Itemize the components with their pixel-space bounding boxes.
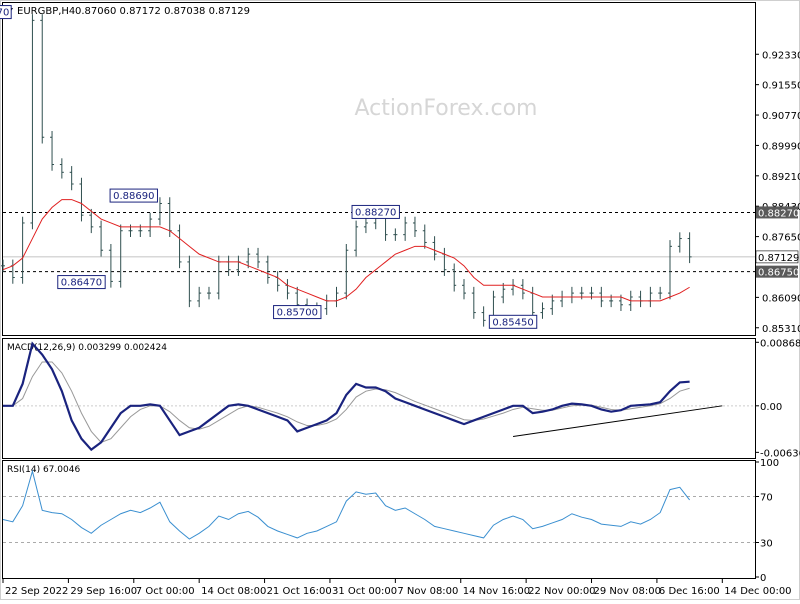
macd-y-tick-label: -0.006366 bbox=[760, 448, 800, 459]
x-tick-label: 7 Oct 00:00 bbox=[136, 586, 195, 597]
hline-price-tag bbox=[756, 265, 798, 278]
x-tick-label: 7 Nov 08:00 bbox=[397, 586, 458, 597]
price-annotation-label: 70 bbox=[0, 8, 9, 19]
rsi-title: RSI(14) 67.0046 bbox=[7, 465, 80, 475]
price-panel bbox=[2, 2, 756, 336]
rsi-y-tick-label: 30 bbox=[760, 539, 773, 550]
rsi-y-tick-label: 100 bbox=[760, 458, 779, 469]
x-tick-label: 22 Nov 00:00 bbox=[528, 586, 595, 597]
price-y-tick-label: 0.89210 bbox=[762, 172, 800, 183]
x-tick-label: 14 Dec 00:00 bbox=[724, 586, 791, 597]
x-tick-label: 31 Oct 00:00 bbox=[332, 586, 397, 597]
macd-trendline bbox=[512, 405, 723, 438]
x-tick-label: 14 Oct 08:00 bbox=[201, 586, 266, 597]
macd-title: MACD(12,26,9) 0.003299 0.002424 bbox=[7, 343, 167, 353]
current-price-label: 0.87129 bbox=[758, 253, 799, 264]
price-annotation-box bbox=[351, 204, 400, 219]
macd-y-tick-label: 0.00 bbox=[760, 402, 782, 413]
price-y-tick-label: 0.89990 bbox=[762, 141, 800, 152]
price-annotation-box bbox=[57, 275, 106, 290]
symbol-label: EURGBP,H4 bbox=[17, 6, 75, 17]
price-annotation-box bbox=[109, 188, 158, 203]
rsi-line bbox=[2, 469, 691, 540]
macd-panel bbox=[2, 338, 756, 459]
hline-price-label: 0.88270 bbox=[758, 208, 799, 219]
x-tick-label: 22 Sep 2022 bbox=[5, 586, 68, 597]
rsi-y-tick-label: 70 bbox=[760, 493, 773, 504]
x-tick-label: 14 Nov 16:00 bbox=[463, 586, 530, 597]
hline-price-label: 0.86750 bbox=[758, 268, 799, 279]
watermark: ActionForex.com bbox=[355, 96, 538, 121]
x-tick-label: 29 Sep 16:00 bbox=[70, 586, 137, 597]
price-y-tick-label: 0.90770 bbox=[762, 111, 800, 122]
rsi-panel bbox=[2, 460, 756, 579]
price-y-tick-label: 0.85310 bbox=[762, 324, 800, 335]
price-plot: 0.923300.915500.907700.899900.892100.884… bbox=[0, 5, 800, 335]
ohlc-label: 0.87060 0.87172 0.87038 0.87129 bbox=[75, 6, 250, 17]
x-tick-label: 6 Dec 16:00 bbox=[659, 586, 720, 597]
price-annotation-label: 0.86470 bbox=[61, 278, 102, 289]
x-tick-label: 21 Oct 16:00 bbox=[267, 586, 332, 597]
rsi-plot: RSI(14) 67.0046 100 70 30 0 bbox=[2, 458, 779, 584]
macd-y-tick-label: 0.008686 bbox=[760, 338, 800, 349]
price-annotation-label: 0.88690 bbox=[113, 191, 154, 202]
x-tick-label: 29 Nov 08:00 bbox=[594, 586, 661, 597]
x-axis: 22 Sep 2022 29 Sep 16:007 Oct 00:00 14 Oct… bbox=[2, 578, 792, 597]
price-annotation-box bbox=[488, 314, 538, 329]
macd-signal-line bbox=[3, 361, 690, 443]
hline-price-tag bbox=[756, 206, 798, 219]
price-y-tick-label: 0.86090 bbox=[762, 293, 800, 304]
macd-plot: MACD(12,26,9) 0.003299 0.002424 0.008686 0… bbox=[3, 338, 800, 459]
price-annotation-label: 0.88270 bbox=[355, 207, 396, 218]
price-annotation-box bbox=[0, 5, 12, 20]
price-y-tick-label: 0.87650 bbox=[762, 233, 800, 244]
price-annotation-label: 0.85450 bbox=[492, 317, 533, 328]
macd-line bbox=[3, 341, 690, 452]
rsi-y-tick-label: 0 bbox=[760, 573, 766, 584]
price-y-tick-label: 0.91550 bbox=[762, 81, 800, 92]
moving-average-line bbox=[2, 199, 690, 302]
current-price-tag bbox=[755, 250, 799, 264]
price-annotation-label: 0.85700 bbox=[277, 308, 318, 319]
chart-header: EURGBP,H4 0.87060 0.87172 0.87038 0.8712… bbox=[7, 6, 250, 17]
price-y-tick-label: 0.92330 bbox=[762, 50, 800, 61]
price-annotation-box bbox=[273, 305, 322, 320]
